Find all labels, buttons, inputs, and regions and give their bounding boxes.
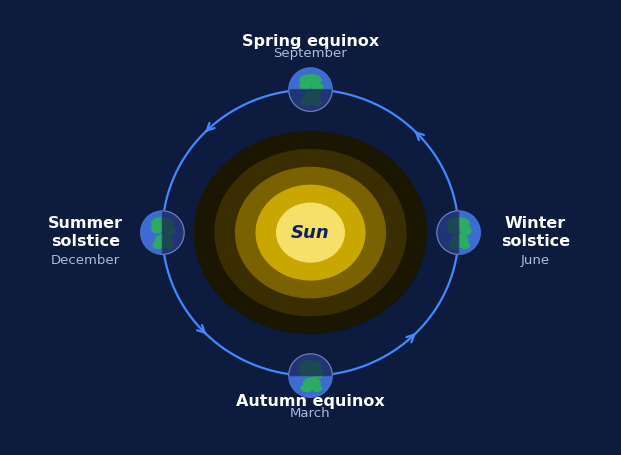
Circle shape — [141, 211, 184, 254]
Ellipse shape — [300, 368, 311, 376]
Ellipse shape — [451, 235, 468, 246]
Ellipse shape — [304, 91, 320, 103]
Text: Spring equinox: Spring equinox — [242, 34, 379, 49]
Text: Sun: Sun — [291, 223, 330, 242]
Circle shape — [437, 211, 480, 254]
Ellipse shape — [449, 241, 460, 248]
Ellipse shape — [153, 241, 164, 248]
Ellipse shape — [300, 361, 321, 371]
Text: September: September — [274, 47, 347, 61]
Ellipse shape — [152, 218, 173, 228]
Ellipse shape — [152, 225, 163, 233]
Text: December: December — [51, 254, 120, 267]
Wedge shape — [289, 90, 332, 111]
Ellipse shape — [448, 218, 469, 228]
Ellipse shape — [312, 83, 323, 92]
Wedge shape — [437, 211, 459, 254]
Wedge shape — [289, 376, 332, 397]
Ellipse shape — [164, 243, 173, 248]
Ellipse shape — [461, 226, 471, 235]
Ellipse shape — [235, 167, 386, 298]
Ellipse shape — [301, 98, 312, 106]
Wedge shape — [162, 211, 184, 254]
Ellipse shape — [448, 225, 459, 233]
Text: Winter
solstice: Winter solstice — [501, 216, 570, 249]
Ellipse shape — [301, 384, 312, 391]
Ellipse shape — [300, 75, 321, 85]
Ellipse shape — [277, 203, 344, 262]
Text: Autumn equinox: Autumn equinox — [236, 394, 385, 409]
Ellipse shape — [215, 150, 406, 316]
Wedge shape — [459, 211, 480, 254]
Ellipse shape — [165, 226, 175, 235]
Ellipse shape — [312, 369, 323, 378]
Ellipse shape — [256, 185, 365, 280]
Ellipse shape — [155, 235, 172, 246]
Text: March: March — [290, 407, 331, 420]
Wedge shape — [141, 211, 162, 254]
Wedge shape — [289, 68, 332, 90]
Text: June: June — [520, 254, 550, 267]
Ellipse shape — [300, 82, 311, 90]
Wedge shape — [289, 354, 332, 376]
Ellipse shape — [194, 132, 427, 334]
Ellipse shape — [312, 99, 322, 106]
Ellipse shape — [312, 385, 322, 391]
Ellipse shape — [460, 243, 469, 248]
Circle shape — [289, 68, 332, 111]
Ellipse shape — [304, 378, 320, 389]
Circle shape — [289, 354, 332, 397]
Text: Summer
solstice: Summer solstice — [48, 216, 124, 249]
